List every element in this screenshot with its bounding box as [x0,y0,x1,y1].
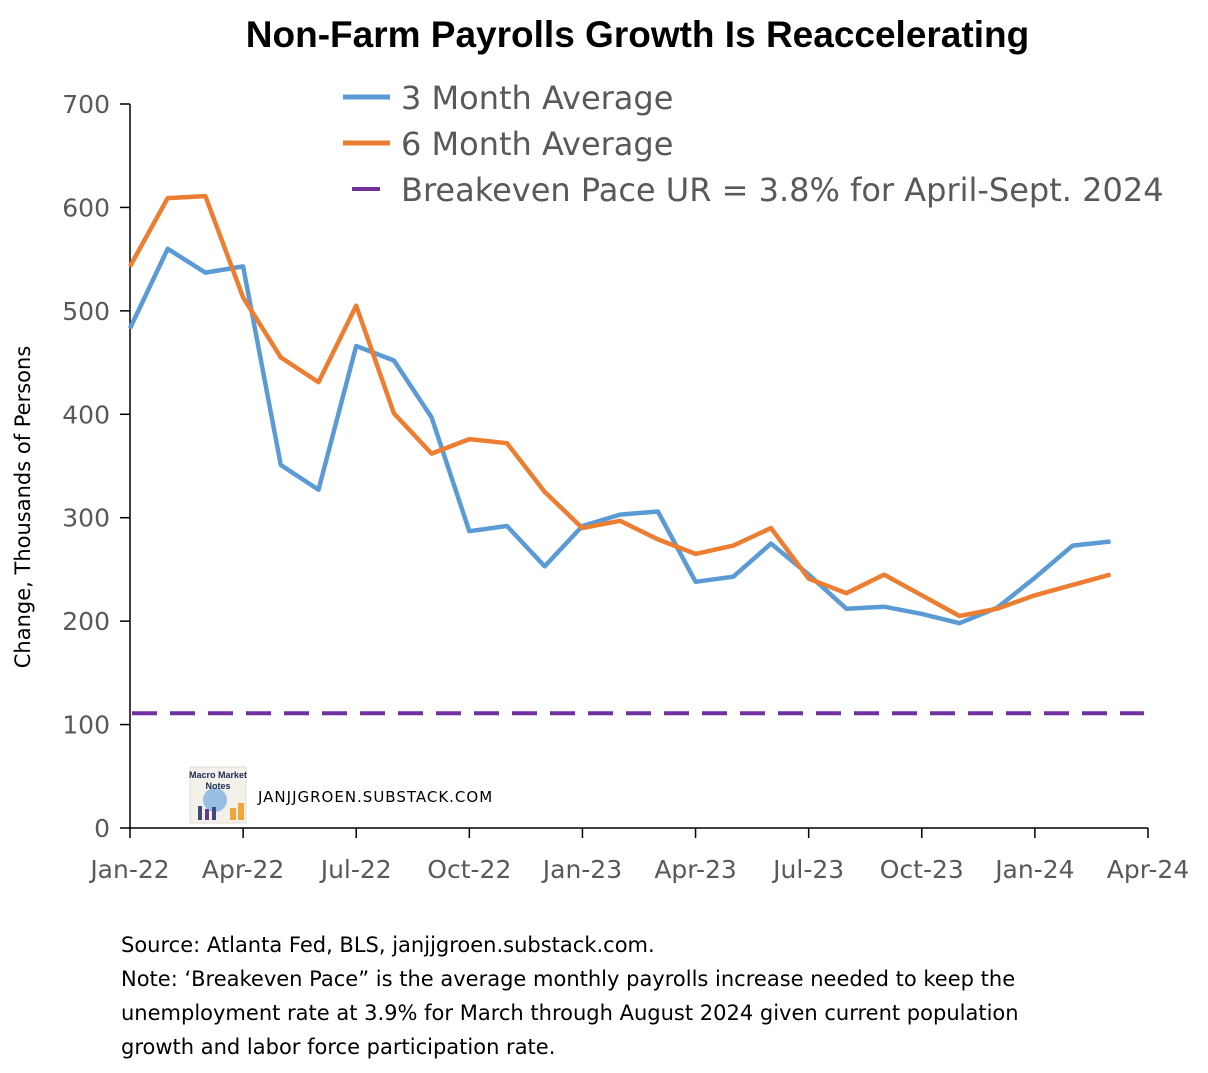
chart-area: 3 Month Average 6 Month Average Breakeven … [11,79,1189,884]
data-point [242,296,244,299]
data-point [1034,594,1036,596]
data-point [280,356,282,358]
data-point [694,581,697,583]
y-tick-label: 0 [94,814,110,843]
data-point [581,527,584,529]
y-tick-label: 500 [62,297,110,326]
data-point [242,265,244,267]
y-axis-label: Change, Thousands of Persons [11,346,35,669]
y-tick-label: 100 [62,711,110,740]
data-point [732,576,734,578]
data-point [393,412,395,414]
x-axis: Jan-22 Apr-22 Jul-22 Oct-22 Jan-23 Apr-23 Jul-… [88,827,1189,884]
x-tick-label: Jul-23 [771,855,844,884]
x-tick-label: Apr-22 [202,855,284,884]
source-note: Source: Atlanta Fed, BLS, janjjgroen.sub… [121,928,1121,1064]
data-point [883,574,885,576]
data-point [129,327,131,330]
data-point [883,606,885,608]
data-point [845,608,847,610]
data-point [808,578,810,580]
data-point [204,195,207,197]
legend-label: Breakeven Pace UR = 3.8% for April-Sept.… [401,171,1164,209]
data-point [1109,574,1111,576]
data-point [732,545,734,547]
note-line-1: Note: ‘Breakeven Pace” is the average mo… [121,967,1016,991]
data-point [167,197,169,199]
data-point [544,565,546,567]
data-point [468,438,470,440]
x-tick-label: Apr-24 [1107,855,1189,884]
svg-text:Notes: Notes [205,781,230,791]
data-point [129,265,131,267]
data-point [204,271,207,274]
data-point [770,527,772,529]
data-point [958,622,961,624]
x-tick-label: Jul-22 [319,855,392,884]
x-tick-label: Oct-22 [427,855,511,884]
data-point [317,381,320,383]
watermark-text: JANJJGROEN.SUBSTACK.COM [257,788,493,806]
source-line: Source: Atlanta Fed, BLS, janjjgroen.sub… [121,933,655,957]
legend-label: 6 Month Average [401,125,673,163]
data-point [958,615,961,617]
data-point [770,542,772,545]
note-line-2: unemployment rate at 3.9% for March thro… [121,1001,1019,1025]
y-tick-label: 400 [62,400,110,429]
data-point [355,345,357,347]
y-tick-label: 700 [62,90,110,119]
data-point [506,525,508,527]
x-tick-label: Oct-23 [880,855,964,884]
series-line-3-month-average [127,246,1111,626]
data-point [694,553,697,555]
data-point [921,613,923,615]
data-point [393,359,395,362]
data-point [1109,540,1111,543]
series-layer [127,193,1144,716]
data-point [619,514,621,516]
y-tick-label: 600 [62,193,110,222]
chart-title: Non-Farm Payrolls Growth Is Reaccelerati… [245,14,1030,55]
y-axis: 0 100 200 300 400 500 600 700 [62,90,131,843]
data-point [1071,584,1074,586]
x-tick-label: Apr-23 [654,855,736,884]
data-point [996,608,998,610]
y-tick-label: 200 [62,607,110,636]
data-point [657,538,659,541]
x-tick-label: Jan-22 [88,855,169,884]
data-point [544,491,546,493]
x-tick-label: Jan-24 [993,855,1074,884]
svg-text:Macro Market: Macro Market [189,770,247,780]
data-point [431,452,433,455]
data-point [619,520,621,522]
y-tick-label: 300 [62,504,110,533]
data-point [468,530,470,532]
data-point [431,416,433,418]
data-point [280,464,282,466]
series-line-6-month-average [128,193,1111,619]
data-point [1071,545,1074,547]
data-point [506,442,508,444]
x-tick-label: Jan-23 [541,855,622,884]
legend-label: 3 Month Average [401,79,673,117]
data-point [845,592,847,594]
data-point [1034,577,1036,579]
data-point [317,489,320,491]
note-line-3: growth and labor force participation rat… [121,1035,556,1059]
data-point [657,510,659,513]
data-point [167,248,169,250]
data-point [921,594,923,596]
chart-legend: 3 Month Average 6 Month Average Breakeven … [343,79,1164,209]
data-point [355,305,357,307]
